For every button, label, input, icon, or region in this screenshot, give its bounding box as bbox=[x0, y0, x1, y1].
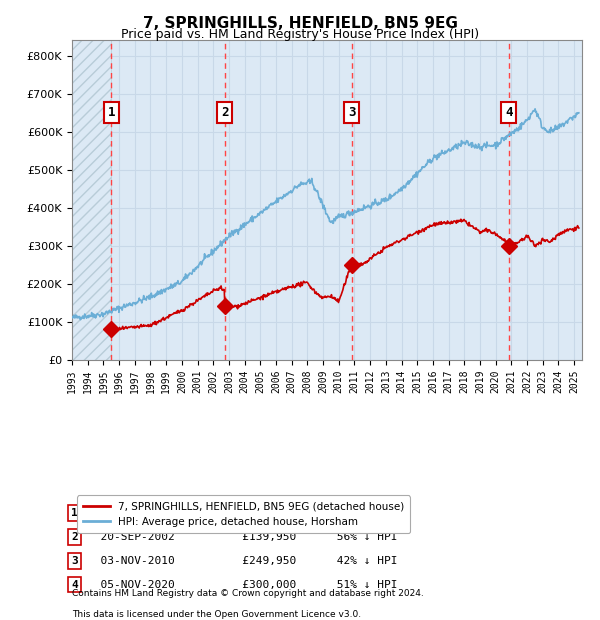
Text: 3: 3 bbox=[71, 556, 78, 566]
Text: 05-NOV-2020          £300,000      51% ↓ HPI: 05-NOV-2020 £300,000 51% ↓ HPI bbox=[88, 580, 398, 590]
Text: 1: 1 bbox=[71, 508, 78, 518]
Text: 4: 4 bbox=[505, 106, 512, 119]
Polygon shape bbox=[72, 40, 112, 360]
Text: 1: 1 bbox=[107, 106, 115, 119]
Text: 03-NOV-2010          £249,950      42% ↓ HPI: 03-NOV-2010 £249,950 42% ↓ HPI bbox=[88, 556, 398, 566]
Text: 7, SPRINGHILLS, HENFIELD, BN5 9EG: 7, SPRINGHILLS, HENFIELD, BN5 9EG bbox=[143, 16, 457, 30]
Text: 20-SEP-2002          £139,950      56% ↓ HPI: 20-SEP-2002 £139,950 56% ↓ HPI bbox=[88, 532, 398, 542]
Text: This data is licensed under the Open Government Licence v3.0.: This data is licensed under the Open Gov… bbox=[72, 610, 361, 619]
Text: 2: 2 bbox=[71, 532, 78, 542]
Text: Price paid vs. HM Land Registry's House Price Index (HPI): Price paid vs. HM Land Registry's House … bbox=[121, 28, 479, 41]
Text: 2: 2 bbox=[221, 106, 228, 119]
Text: 4: 4 bbox=[71, 580, 78, 590]
Text: 3: 3 bbox=[348, 106, 356, 119]
Text: Contains HM Land Registry data © Crown copyright and database right 2024.: Contains HM Land Registry data © Crown c… bbox=[72, 590, 424, 598]
Legend: 7, SPRINGHILLS, HENFIELD, BN5 9EG (detached house), HPI: Average price, detached: 7, SPRINGHILLS, HENFIELD, BN5 9EG (detac… bbox=[77, 495, 410, 533]
Text: 06-JUL-1995          £79,950      36% ↓ HPI: 06-JUL-1995 £79,950 36% ↓ HPI bbox=[88, 508, 391, 518]
